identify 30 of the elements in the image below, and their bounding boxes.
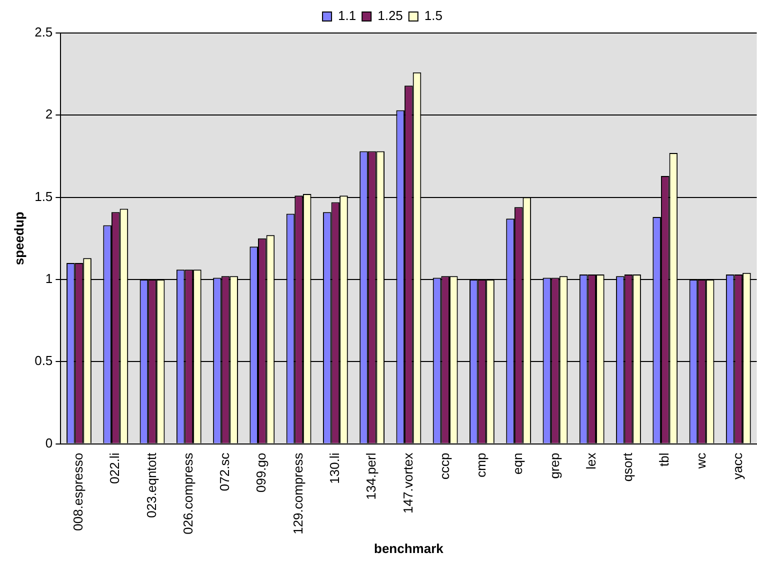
x-tick-label: 099.go [254, 452, 269, 493]
y-tick-label: 1 [45, 271, 53, 286]
x-tick-label: 129.compress [290, 452, 306, 534]
x-tick-label: 026.compress [180, 452, 196, 534]
y-tick-label: 2 [45, 106, 53, 122]
x-tick-label: wc [693, 452, 708, 470]
x-tick-label: cmp [474, 452, 489, 478]
x-tick-label: grep [546, 452, 562, 479]
x-tick-label: 023.eqntott [144, 452, 159, 518]
x-tick-label: 134.perl [364, 452, 379, 500]
x-tick-label: 022.li [107, 452, 122, 484]
y-tick-label: 2.5 [34, 24, 53, 40]
x-tick-label: cccp [436, 452, 452, 480]
legend-label: 1.25 [378, 8, 403, 24]
y-tick-label: 0 [45, 435, 53, 450]
x-tick-label: lex [583, 452, 598, 470]
x-tick-label: eqn [510, 452, 526, 474]
x-tick-label: 008.espresso [70, 452, 86, 531]
x-tick-label: 072.sc [217, 452, 232, 492]
y-axis-title: speedup [11, 212, 26, 266]
y-tick-label: 0.5 [34, 353, 53, 368]
y-tick-label: 1.5 [34, 188, 53, 204]
x-tick-label: yacc [730, 452, 745, 480]
x-tick-label: 130.li [327, 452, 342, 484]
x-tick-label: qsort [620, 452, 636, 482]
x-tick-label: tbl [656, 452, 672, 466]
x-tick-label: 147.vortex [400, 452, 416, 514]
x-axis-title: benchmark [374, 540, 444, 556]
legend-label: 1.5 [424, 8, 442, 24]
legend-label: 1.1 [338, 8, 356, 24]
